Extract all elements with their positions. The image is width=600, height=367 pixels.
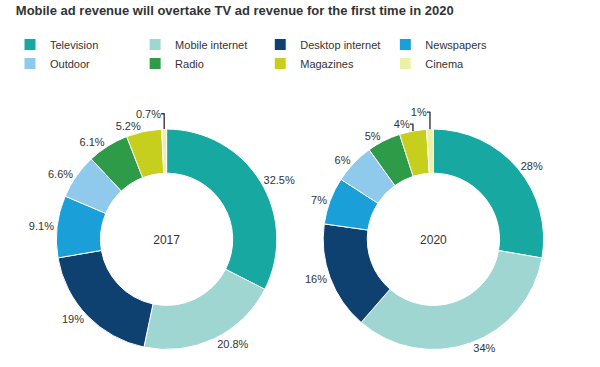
svg-text:6.1%: 6.1% xyxy=(80,136,105,148)
svg-text:0.7%: 0.7% xyxy=(136,108,161,120)
svg-text:Outdoor: Outdoor xyxy=(50,58,90,70)
svg-text:Mobile internet: Mobile internet xyxy=(175,39,247,51)
svg-text:2020: 2020 xyxy=(420,233,447,247)
svg-text:20.8%: 20.8% xyxy=(217,338,248,350)
svg-text:Television: Television xyxy=(50,39,98,51)
svg-text:Radio: Radio xyxy=(175,58,204,70)
svg-text:19%: 19% xyxy=(62,313,84,325)
svg-text:32.5%: 32.5% xyxy=(264,174,295,186)
svg-text:Magazines: Magazines xyxy=(300,58,354,70)
svg-text:Newspapers: Newspapers xyxy=(425,39,487,51)
svg-text:28%: 28% xyxy=(521,160,543,172)
svg-text:9.1%: 9.1% xyxy=(29,220,54,232)
svg-text:Mobile ad revenue will overtak: Mobile ad revenue will overtake TV ad re… xyxy=(16,3,454,18)
svg-text:4%: 4% xyxy=(394,118,410,130)
svg-text:5.2%: 5.2% xyxy=(116,120,141,132)
svg-text:7%: 7% xyxy=(311,194,327,206)
svg-text:6.6%: 6.6% xyxy=(48,168,73,180)
svg-text:16%: 16% xyxy=(305,273,327,285)
svg-text:2017: 2017 xyxy=(153,233,180,247)
svg-text:34%: 34% xyxy=(473,342,495,354)
svg-text:1%: 1% xyxy=(411,106,427,118)
svg-text:Cinema: Cinema xyxy=(425,58,464,70)
svg-text:Desktop internet: Desktop internet xyxy=(300,39,380,51)
svg-text:5%: 5% xyxy=(365,130,381,142)
svg-text:6%: 6% xyxy=(335,154,351,166)
